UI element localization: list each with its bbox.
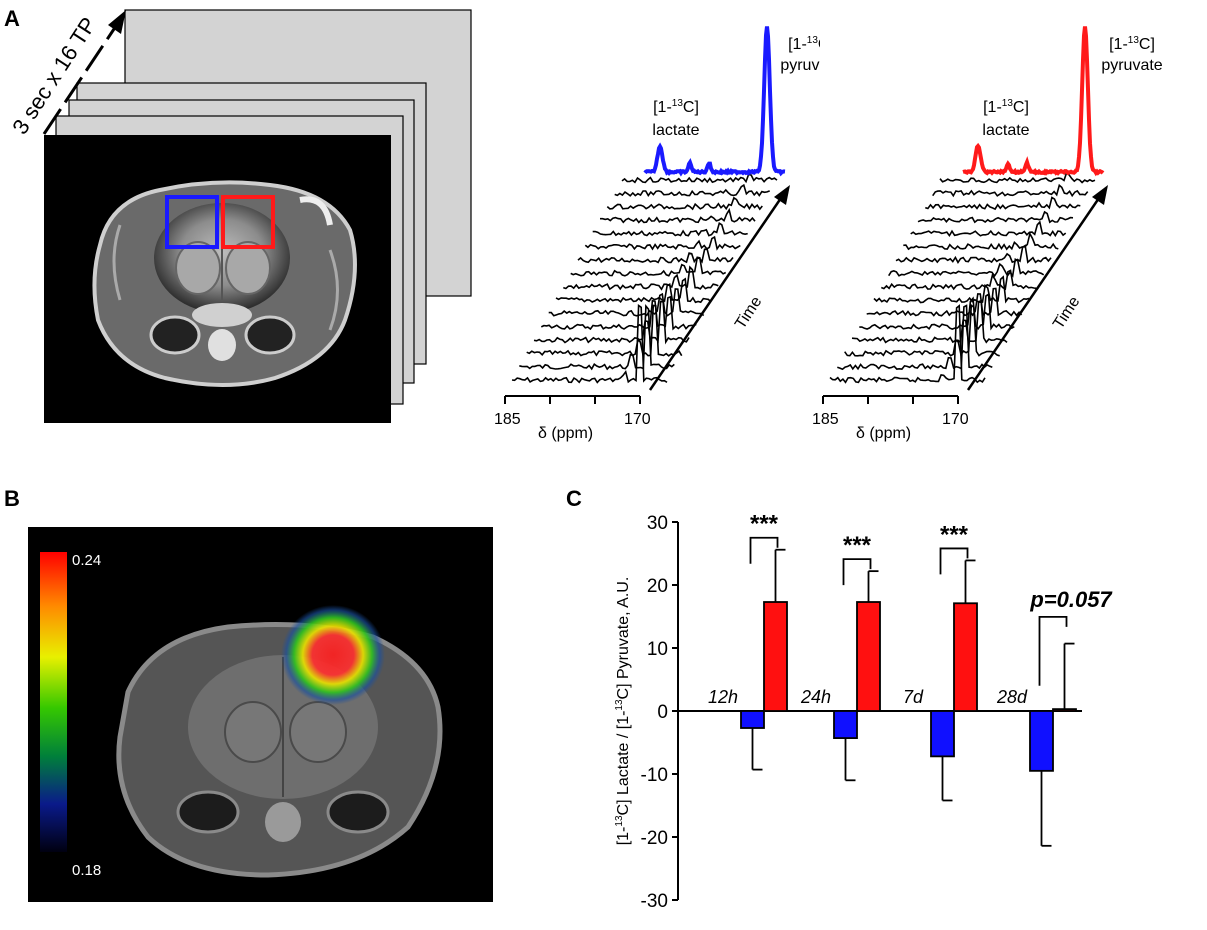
- significance-bracket: [939, 547, 969, 575]
- spectrum-trace: [584, 235, 741, 251]
- ppm-axis-label: δ (ppm): [856, 425, 911, 442]
- significance-bracket: [1038, 615, 1068, 686]
- time-label: Time: [1050, 294, 1083, 333]
- time-arrow-line: [966, 197, 1101, 391]
- bar: [740, 710, 765, 729]
- colorbar-min-label: 0.18: [72, 862, 101, 879]
- significance-label: ***: [843, 532, 872, 559]
- y-tick-label: -20: [641, 828, 668, 849]
- spectrum-trace: [888, 258, 1045, 278]
- spectrum-trace: [577, 248, 734, 264]
- significance-label: p=0.057: [1029, 587, 1113, 612]
- spectrum-trace: [600, 207, 756, 224]
- time-arrow-line: [648, 197, 783, 391]
- spectrum-trace: [563, 265, 719, 291]
- time-arrow-head: [1092, 185, 1108, 205]
- spectrum-trace: [592, 221, 748, 237]
- lactate-label-blue: [1-13C]: [653, 98, 699, 116]
- time-arrow-head: [774, 185, 790, 205]
- lactate-hotspot: [281, 605, 385, 705]
- spectrum-trace: [540, 295, 697, 331]
- spectrum-trace: [511, 304, 668, 384]
- spectrum-trace: [910, 220, 1067, 238]
- significance-bracket: [749, 536, 779, 564]
- panel-b-letter: B: [4, 486, 20, 511]
- significance-bracket: [842, 558, 872, 586]
- ppm-axis-label: δ (ppm): [538, 425, 593, 442]
- spectra-plot-red: Time 185 170 δ (ppm) [1-13C] lactate [1-…: [812, 26, 1163, 442]
- ppm-tick-185: 185: [494, 411, 521, 428]
- bar: [930, 710, 955, 758]
- spectrum-top-red: [962, 26, 1105, 177]
- spectrum-trace: [829, 304, 986, 384]
- lactate-name-blue: lactate: [652, 122, 699, 139]
- ppm-tick-185: 185: [812, 411, 839, 428]
- ppm-tick-170: 170: [942, 411, 969, 428]
- spectrum-trace: [614, 183, 770, 197]
- pyruvate-label-blue: [1-13C]: [788, 35, 820, 53]
- colorbar-max-label: 0.24: [72, 552, 101, 569]
- bar: [1052, 708, 1077, 712]
- spectrum-trace: [917, 210, 1074, 224]
- colorbar: [40, 552, 67, 852]
- chart-layer: -30 -20 -10 0 10 20 30 12h *** 24h *** 7d *** 28d p=0.…: [641, 511, 1114, 912]
- y-tick-label: 20: [647, 576, 668, 597]
- y-tick-label: 30: [647, 513, 668, 534]
- spectrum-trace: [519, 304, 675, 371]
- acquisition-arrow-head: [108, 10, 126, 34]
- spectrum-trace: [866, 287, 1023, 317]
- spectra-stack: [511, 173, 778, 384]
- y-tick-label: -10: [641, 765, 668, 786]
- panel-c-letter: C: [566, 486, 582, 511]
- roi-box-red: [221, 195, 275, 249]
- spectrum-trace: [939, 171, 1096, 184]
- spectrum-trace: [932, 183, 1089, 198]
- y-tick-label: -30: [641, 891, 668, 912]
- spectra-stack: [829, 171, 1096, 384]
- bar: [856, 601, 881, 712]
- spectrum-trace: [621, 173, 778, 184]
- spectrum-trace: [903, 231, 1059, 251]
- spectrum-trace: [837, 304, 993, 371]
- bar: [1029, 710, 1054, 772]
- map-brain-slice: [116, 622, 443, 878]
- lactate-label-red: [1-13C]: [983, 98, 1029, 116]
- spectrum-trace: [880, 269, 1037, 291]
- acquisition-arrow-line: [42, 25, 118, 135]
- spectrum-top-blue: [643, 26, 786, 177]
- spectrum-trace: [925, 196, 1081, 211]
- category-label: 28d: [996, 687, 1028, 707]
- y-tick-label: 10: [647, 639, 668, 660]
- spectra-plot-blue: Time 185 170 δ (ppm) [1-13C] lactate [1-…: [494, 26, 820, 442]
- category-label: 7d: [903, 687, 924, 707]
- category-label: 24h: [800, 687, 831, 707]
- time-label: Time: [732, 294, 765, 333]
- bar: [763, 601, 788, 712]
- spectrum-trace: [548, 288, 705, 317]
- spectrum-trace: [873, 275, 1030, 304]
- category-label: 12h: [708, 687, 738, 707]
- spectrum-trace: [555, 277, 712, 304]
- y-axis-label: [1-13C] Lactate / [1-13C] Pyruvate, A.U.: [614, 577, 632, 846]
- pyruvate-label-red: [1-13C]: [1109, 35, 1155, 53]
- ppm-tick-170: 170: [624, 411, 651, 428]
- significance-label: ***: [940, 521, 969, 548]
- panel-b-map: 0.24 0.18: [28, 527, 493, 902]
- bar: [833, 710, 858, 739]
- bar: [953, 602, 978, 712]
- y-tick-label: 0: [657, 702, 668, 723]
- roi-box-blue: [165, 195, 219, 249]
- panel-a-letter: A: [4, 6, 20, 31]
- spectrum-trace: [606, 196, 763, 211]
- panel-a-image-stack: 3 sec x 16 TP: [7, 9, 472, 423]
- pyruvate-name-blue: pyruvate: [780, 57, 820, 74]
- significance-label: ***: [750, 511, 779, 538]
- lactate-name-red: lactate: [982, 122, 1029, 139]
- panel-c-bar-chart: [1-13C] Lactate / [1-13C] Pyruvate, A.U.…: [614, 511, 1114, 912]
- pyruvate-name-red: pyruvate: [1101, 57, 1162, 74]
- mri-brain-slice: [92, 180, 357, 387]
